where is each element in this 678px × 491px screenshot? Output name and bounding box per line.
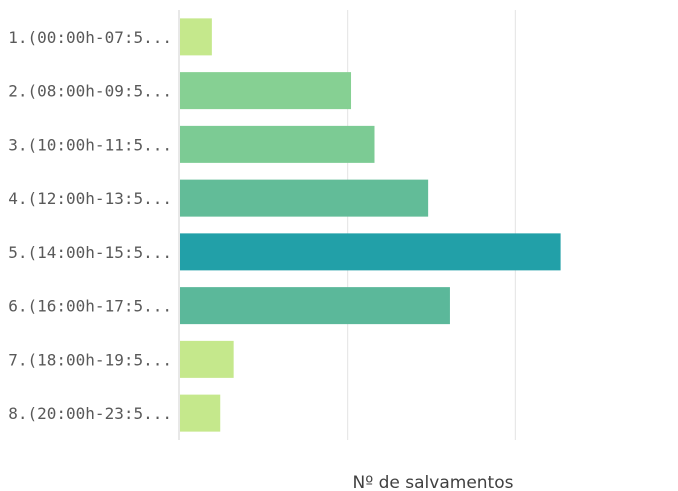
bar[interactable] bbox=[180, 18, 212, 56]
category-label: 1.(00:00h-07:5... bbox=[8, 28, 172, 47]
category-label: 4.(12:00h-13:5... bbox=[8, 189, 172, 208]
grid-lines bbox=[347, 10, 516, 440]
category-label: 2.(08:00h-09:5... bbox=[8, 82, 172, 101]
bar[interactable] bbox=[180, 287, 450, 325]
bar[interactable] bbox=[180, 125, 375, 163]
bar[interactable] bbox=[180, 72, 352, 110]
bars bbox=[180, 18, 561, 432]
category-labels: 1.(00:00h-07:5... 2.(08:00h-09:5... 3.(10:… bbox=[8, 28, 172, 423]
category-label: 3.(10:00h-11:5... bbox=[8, 135, 172, 154]
category-label: 8.(20:00h-23:5... bbox=[8, 404, 172, 423]
bar[interactable] bbox=[180, 394, 221, 432]
bar[interactable] bbox=[180, 179, 429, 217]
x-axis-title: Nº de salvamentos bbox=[353, 473, 514, 491]
category-label: 6.(16:00h-17:5... bbox=[8, 297, 172, 316]
bar[interactable] bbox=[180, 233, 561, 271]
bar[interactable] bbox=[180, 340, 234, 378]
category-label: 7.(18:00h-19:5... bbox=[8, 350, 172, 369]
category-label: 5.(14:00h-15:5... bbox=[8, 243, 172, 262]
